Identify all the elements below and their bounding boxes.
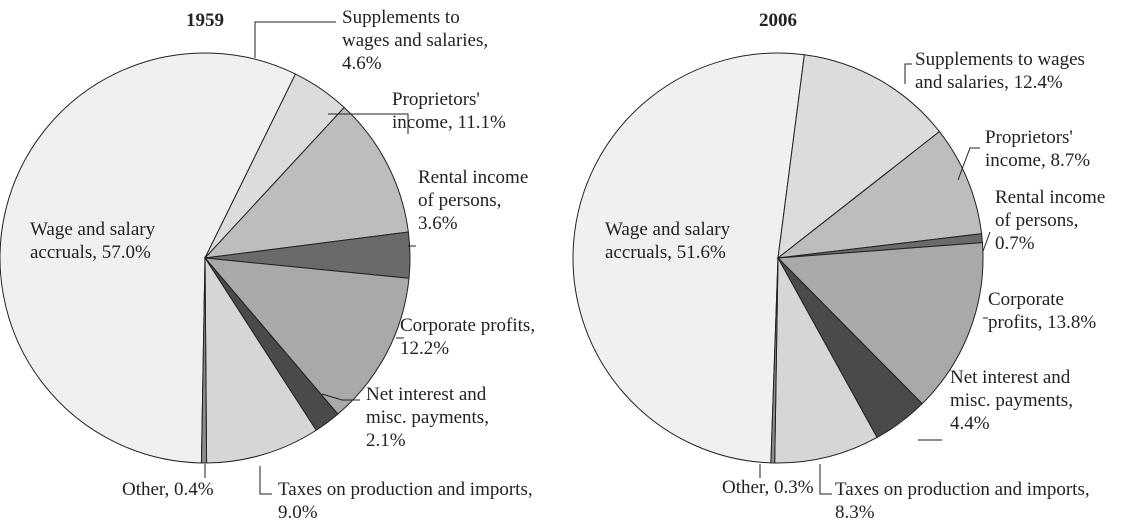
slice-value-label: 8.7%	[1050, 150, 1091, 171]
leader-line	[254, 21, 336, 58]
leader-line	[904, 63, 912, 84]
slice-category: Other	[722, 477, 769, 498]
pie-slice	[777, 54, 941, 260]
pie-slice	[203, 257, 410, 415]
slice-label: Net interest and misc. payments 4.4%	[950, 366, 1110, 435]
slice-label: Proprietors' income 8.7%	[985, 126, 1115, 172]
slice-value-label: 2.1%	[366, 430, 406, 451]
slice-value-label: 51.6%	[676, 242, 726, 263]
slice-category: Corporate profits	[400, 315, 535, 336]
slice-value-label: 0.3%	[774, 477, 814, 498]
slice-label: Proprietors' income 11.1%	[392, 88, 542, 134]
slice-value-label: 11.1%	[457, 112, 506, 133]
leader-line	[259, 466, 272, 495]
slice-category: Taxes on production and imports	[835, 479, 1090, 500]
pie-slice	[0, 52, 297, 464]
slice-category: Rental income of persons	[418, 167, 528, 211]
leader-line	[321, 393, 360, 401]
pie-slice	[572, 52, 805, 464]
slice-label: Wage and salary accruals 57.0%	[30, 218, 220, 264]
pie-slice	[770, 257, 779, 464]
slice-category: Net interest and misc. payments	[366, 384, 489, 428]
slice-label: Supplements to wages and salaries 4.6%	[342, 6, 502, 75]
leader-line	[957, 147, 980, 181]
slice-category: Rental income of persons	[995, 187, 1105, 231]
pie-slice	[200, 257, 208, 464]
slice-value-label: 4.4%	[950, 413, 990, 434]
slice-category: Other	[122, 479, 169, 500]
slice-label: Supplements to wages and salaries 12.4%	[915, 48, 1085, 94]
slice-value-label: 0.7%	[995, 233, 1035, 254]
slice-value-label: 0.4%	[174, 479, 214, 500]
slice-value-label: 13.8%	[1047, 312, 1097, 333]
slice-value-label: 9.0%	[278, 502, 318, 523]
pie-slice	[203, 106, 409, 259]
slice-label: Other 0.3%	[722, 476, 922, 499]
slice-category: Net interest and misc. payments	[950, 367, 1073, 411]
slice-value-label: 12.2%	[400, 338, 450, 359]
slice-value-label: 3.6%	[418, 213, 458, 234]
chart-title: 2006	[759, 10, 797, 31]
pie-slice	[204, 256, 317, 464]
leader-line	[328, 113, 409, 134]
slice-category: Supplements to wages and salaries	[342, 7, 488, 51]
slice-value-label: 8.3%	[835, 502, 875, 523]
slice-label: Rental income of persons 0.7%	[995, 186, 1120, 255]
chart-title: 1959	[186, 10, 224, 31]
slice-value-label: 12.4%	[1013, 72, 1063, 93]
slice-label: Net interest and misc. payments 2.1%	[366, 383, 526, 452]
leader-line	[819, 464, 832, 495]
pie-slice	[776, 242, 984, 405]
slice-category: Taxes on production and imports	[278, 479, 533, 500]
pie-slice	[776, 130, 983, 259]
slice-label: Taxes on production and imports 8.3%	[835, 478, 1095, 524]
slice-value-label: 4.6%	[342, 53, 382, 74]
slice-value-label: 57.0%	[101, 242, 151, 263]
pie-slice	[774, 256, 878, 464]
slice-label: Corporate profits 12.2%	[400, 314, 540, 360]
slice-label: Rental income of persons 3.6%	[418, 166, 543, 235]
slice-label: Corporate profits 13.8%	[988, 288, 1118, 334]
slice-label: Taxes on production and imports 9.0%	[278, 478, 538, 524]
slice-label: Wage and salary accruals 51.6%	[605, 218, 795, 264]
slice-label: Other 0.4%	[122, 478, 322, 501]
